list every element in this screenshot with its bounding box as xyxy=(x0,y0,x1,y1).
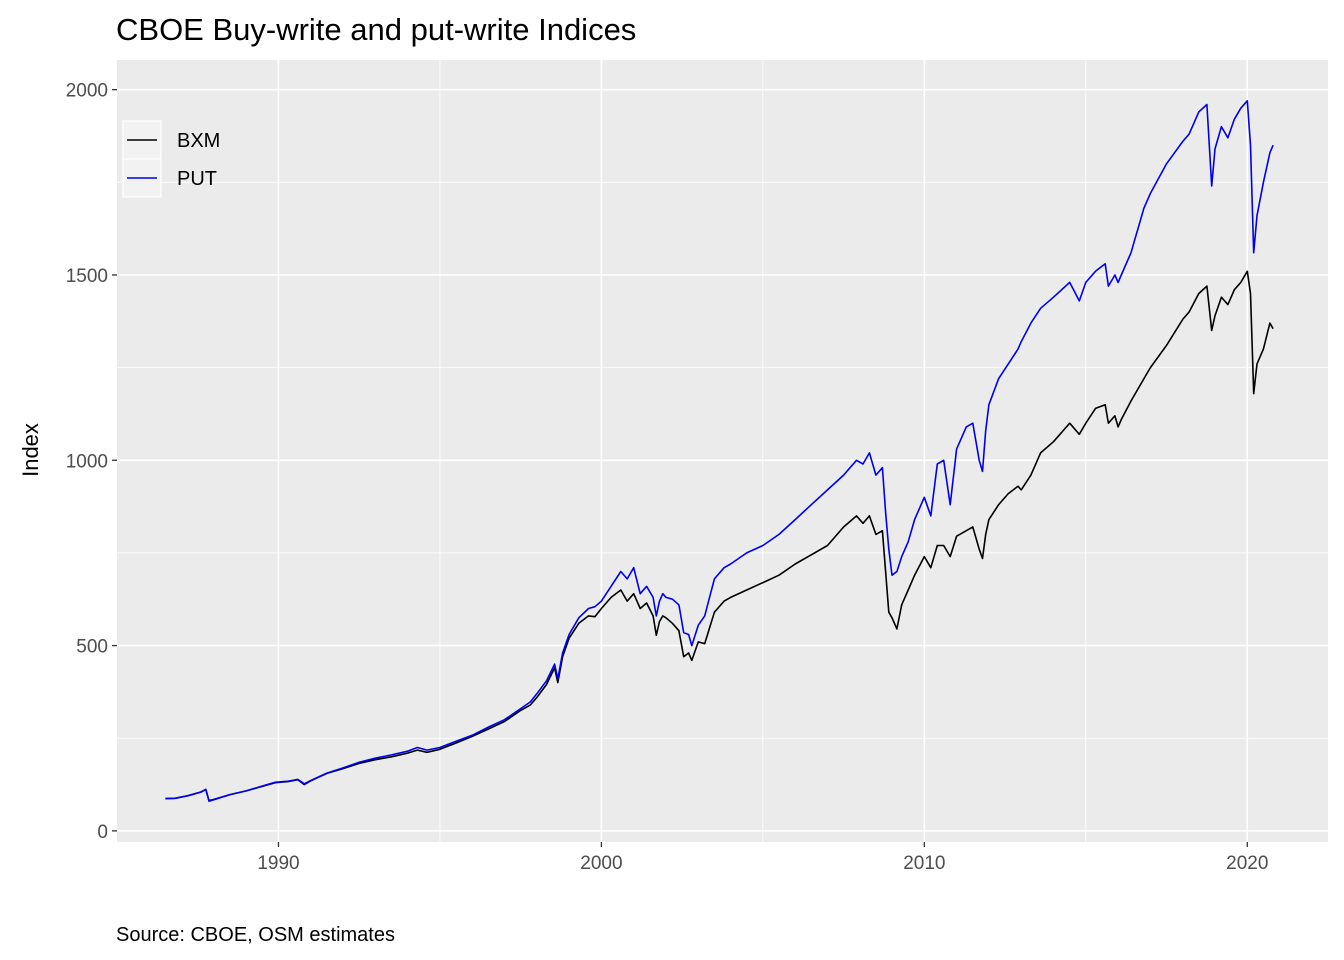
legend-label-put: PUT xyxy=(177,168,217,190)
y-axis-label: Index xyxy=(18,423,43,477)
legend-label-bxm: BXM xyxy=(177,130,220,152)
chart-caption: Source: CBOE, OSM estimates xyxy=(116,924,395,946)
legend: BXM PUT xyxy=(122,120,220,198)
series-layer xyxy=(165,100,1274,803)
x-tick-label: 2020 xyxy=(1226,853,1268,874)
axes: 0 500 1000 1500 2000 1990 2000 2010 2020 xyxy=(66,81,1269,874)
y-tick-label: 1500 xyxy=(66,266,108,287)
y-tick-label: 2000 xyxy=(66,81,108,102)
series-line-bxm xyxy=(165,270,1274,802)
chart-title: CBOE Buy-write and put-write Indices xyxy=(116,12,636,47)
y-tick-label: 0 xyxy=(97,822,108,843)
y-tick-label: 500 xyxy=(76,637,108,658)
gridlines xyxy=(117,60,1328,842)
plot-panel xyxy=(117,60,1328,842)
series-line-put xyxy=(165,100,1274,803)
y-tick-label: 1000 xyxy=(66,451,108,472)
x-tick-label: 2010 xyxy=(903,853,945,874)
x-tick-label: 1990 xyxy=(257,853,299,874)
x-tick-label: 2000 xyxy=(580,853,622,874)
